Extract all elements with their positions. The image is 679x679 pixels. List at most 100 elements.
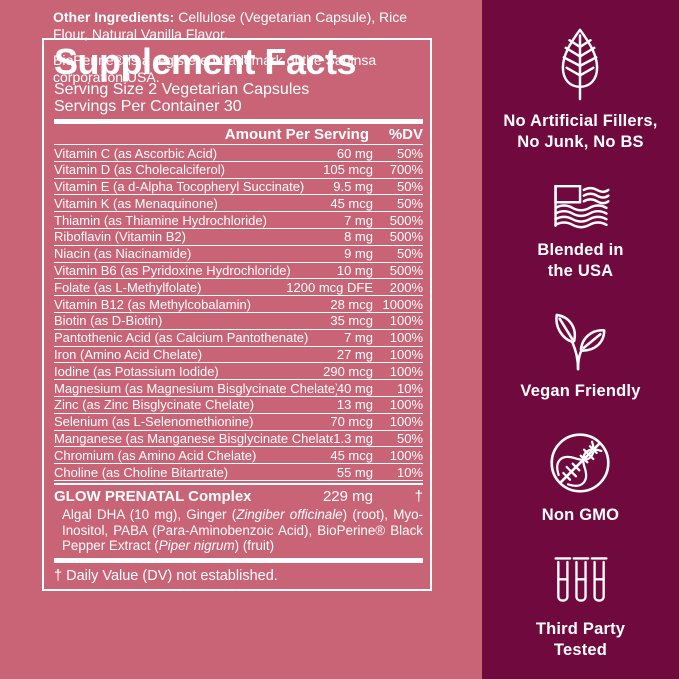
complex-header-row: GLOW PRENATAL Complex 229 mg †: [54, 485, 423, 506]
double-rule: [54, 482, 423, 485]
claim-badge: Non GMO: [542, 430, 619, 526]
table-row: Iodine (as Potassium Iodide) 290 mcg 100…: [54, 363, 423, 381]
nutrient-amount: 9.5 mg: [333, 179, 373, 195]
nutrient-dv: 50%: [396, 179, 423, 195]
nutrient-name: Vitamin C (as Ascorbic Acid): [54, 145, 218, 161]
nutrient-name: Folate (as L-Methylfolate): [54, 279, 202, 295]
nutrient-dv: 100%: [389, 347, 423, 363]
servings-per-container: Servings Per Container 30: [54, 98, 242, 115]
nutrient-name: Iodine (as Potassium Iodide): [54, 363, 219, 379]
test-tubes-icon: [553, 557, 608, 602]
leaf-icon: [562, 28, 599, 101]
nutrient-amount: 40 mg: [336, 380, 373, 396]
complex-name: GLOW PRENATAL Complex: [54, 487, 252, 505]
claim-badge: Blended in the USA: [537, 181, 623, 282]
nutrient-name: Zinc (as Zinc Bisglycinate Chelate): [54, 397, 255, 413]
nutrient-dv: 50%: [396, 246, 423, 262]
nutrient-name: Riboflavin (Vitamin B2): [54, 229, 186, 245]
other-ingredients-text: Cellulose (Vegetarian Capsule), Rice Flo…: [53, 9, 408, 42]
nutrient-dv: 200%: [389, 279, 423, 295]
claim-label: Vegan Friendly: [520, 382, 641, 400]
thick-rule: [54, 557, 423, 563]
nutrient-amount: 28 mcg: [330, 296, 373, 312]
nutrient-amount: 1.3 mg: [333, 431, 373, 447]
table-row: Magnesium (as Magnesium Bisglycinate Che…: [54, 380, 423, 397]
table-row: Choline (as Choline Bitartrate) 55 mg 10…: [54, 464, 423, 481]
serving-size: Serving Size 2 Vegetarian Capsules: [54, 81, 310, 98]
nutrient-dv: 100%: [389, 414, 423, 430]
nutrient-dv: 10%: [396, 380, 423, 396]
table-row: Chromium (as Amino Acid Chelate) 45 mcg …: [54, 447, 423, 465]
nutrient-dv: 100%: [389, 447, 423, 463]
nutrient-amount: 13 mg: [336, 397, 373, 413]
claims-sidebar: No Artificial Fillers, No Junk, No BS Bl…: [482, 0, 679, 679]
nutrient-dv: 500%: [389, 212, 423, 228]
table-row: Iron (Amino Acid Chelate) 27 mg 100%: [54, 347, 423, 364]
nutrient-name: Biotin (as D-Biotin): [54, 313, 163, 329]
nutrient-amount: 9 mg: [344, 246, 373, 262]
thick-rule: [54, 119, 423, 124]
claim-label: Blended in the USA: [537, 241, 624, 280]
table-row: Vitamin C (as Ascorbic Acid) 60 mg 50%: [54, 145, 423, 162]
nutrient-amount: 27 mg: [336, 347, 373, 363]
nutrient-name: Thiamin (as Thiamine Hydrochloride): [54, 212, 267, 228]
nutrient-amount: 55 mg: [336, 464, 373, 480]
nutrient-amount: 60 mg: [336, 145, 373, 161]
nutrient-name: Niacin (as Niacinamide): [54, 246, 192, 262]
nutrient-name: Vitamin B12 (as Methylcobalamin): [54, 296, 252, 312]
complex-description: Algal DHA (10 mg), Ginger (Zingiber offi…: [62, 506, 424, 554]
table-row: Vitamin D (as Cholecalciferol) 105 mcg 7…: [54, 162, 423, 179]
nutrient-amount: 45 mcg: [330, 447, 373, 463]
claim-label: Non GMO: [541, 506, 620, 524]
nutrient-amount: 7 mg: [344, 330, 373, 346]
nutrient-amount: 35 mcg: [330, 313, 373, 329]
nutrient-dv: 700%: [389, 162, 423, 178]
nutrient-dv: 500%: [389, 263, 423, 279]
supplement-facts-panel: Supplement Facts Serving Size 2 Vegetari…: [42, 38, 432, 591]
nutrient-name: Vitamin D (as Cholecalciferol): [54, 162, 225, 178]
table-row: Riboflavin (Vitamin B2) 8 mg 500%: [54, 229, 423, 246]
nutrient-amount: 70 mcg: [330, 414, 373, 430]
label-background: Supplement Facts Serving Size 2 Vegetari…: [0, 0, 482, 679]
nutrient-name: Manganese (as Manganese Bisglycinate Che…: [54, 431, 334, 447]
vegan-sprout-icon: [555, 313, 606, 371]
nutrient-name: Vitamin K (as Menaquinone): [54, 195, 218, 211]
complex-dv-dagger: †: [414, 487, 423, 505]
nutrient-dv: 100%: [389, 397, 423, 413]
claim-badge: Third Party Tested: [536, 554, 625, 661]
nutrient-name: Iron (Amino Acid Chelate): [54, 347, 203, 363]
nutrient-dv: 100%: [389, 313, 423, 329]
claim-badge: Vegan Friendly: [520, 310, 640, 402]
nutrient-name: Magnesium (as Magnesium Bisglycinate Che…: [54, 380, 337, 396]
table-row: Manganese (as Manganese Bisglycinate Che…: [54, 431, 423, 448]
claim-label: No Artificial Fillers, No Junk, No BS: [503, 112, 658, 151]
nutrient-amount: 8 mg: [344, 229, 373, 245]
non-gmo-icon: [550, 433, 611, 493]
claim-label: Third Party Tested: [535, 620, 626, 659]
nutrient-amount: 7 mg: [344, 212, 373, 228]
complex-amount: 229 mg: [322, 487, 373, 505]
nutrient-dv: 500%: [389, 229, 423, 245]
table-row: Vitamin K (as Menaquinone) 45 mcg 50%: [54, 195, 423, 213]
nutrient-name: Choline (as Choline Bitartrate): [54, 464, 229, 480]
claim-badge: No Artificial Fillers, No Junk, No BS: [503, 26, 657, 153]
nutrient-table-body: Vitamin C (as Ascorbic Acid) 60 mg 50% V…: [54, 145, 423, 481]
table-row: Thiamin (as Thiamine Hydrochloride) 7 mg…: [54, 212, 423, 229]
table-header: Amount Per Serving %DV: [54, 127, 423, 145]
nutrient-name: Chromium (as Amino Acid Chelate): [54, 447, 257, 463]
nutrient-amount: 290 mcg: [323, 363, 373, 379]
nutrient-dv: 50%: [396, 431, 423, 447]
nutrient-dv: 50%: [396, 195, 423, 211]
table-row: Folate (as L-Methylfolate) 1200 mcg DFE …: [54, 279, 423, 297]
nutrient-dv: 100%: [389, 330, 423, 346]
table-row: Pantothenic Acid (as Calcium Pantothenat…: [54, 330, 423, 347]
table-row: Niacin (as Niacinamide) 9 mg 50%: [54, 246, 423, 263]
nutrient-dv: 100%: [389, 363, 423, 379]
other-ingredients-label: Other Ingredients:: [53, 9, 175, 25]
table-row: Vitamin B6 (as Pyridoxine Hydrochloride)…: [54, 263, 423, 280]
panel-title: Supplement Facts: [54, 41, 357, 82]
daily-value-footnote: † Daily Value (DV) not established.: [54, 567, 278, 584]
nutrient-amount: 1200 mcg DFE: [286, 279, 373, 295]
botanical-latin-name: Piper nigrum: [158, 538, 235, 554]
nutrient-name: Vitamin B6 (as Pyridoxine Hydrochloride): [54, 263, 291, 279]
